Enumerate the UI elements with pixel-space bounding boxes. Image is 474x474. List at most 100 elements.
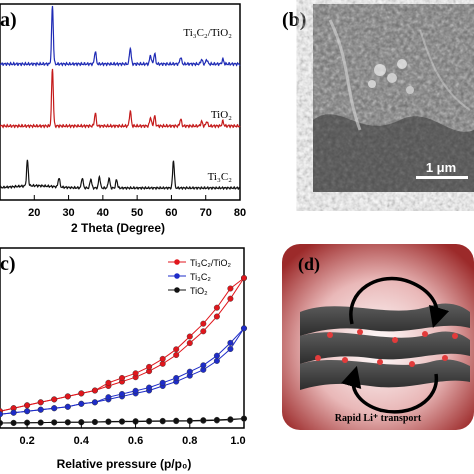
legend-entry: TiO₂ (190, 286, 208, 296)
isotherm-point (146, 418, 153, 425)
xrd-x-tick-label: 80 (234, 207, 246, 219)
isotherm-series-group (0, 275, 247, 426)
isotherm-point (51, 396, 58, 403)
xrd-series-labels: Ti₃C₂/TiO₂ TiO₂ Ti₃C₂ (183, 27, 232, 183)
xrd-series-label: Ti₃C₂ (208, 171, 233, 183)
isotherm-adsorption-line (0, 328, 245, 415)
isotherm-x-tick-label: 0.8 (182, 435, 197, 447)
isotherm-point (227, 416, 234, 423)
isotherm-x-tick-label: 0.4 (74, 435, 90, 447)
isotherm-point (64, 419, 71, 426)
isotherm-point (91, 387, 98, 394)
isotherm-point (24, 408, 31, 415)
isotherm-point (186, 340, 193, 347)
isotherm-point (186, 417, 193, 424)
isotherm-point (173, 417, 180, 424)
isotherm-point (240, 275, 247, 282)
isotherm-point (118, 375, 125, 382)
isotherm-point (78, 390, 85, 397)
xrd-series-line (0, 68, 241, 129)
legend-marker (174, 287, 180, 293)
panel-b-label: (b) (282, 9, 306, 31)
isotherm-point (105, 418, 112, 425)
xrd-x-tick-label: 40 (97, 207, 109, 219)
isotherm-point (200, 417, 207, 424)
isotherm-point (146, 363, 153, 370)
isotherm-point (200, 320, 207, 327)
scale-bar-text: 1 μm (426, 160, 456, 175)
isotherm-point (51, 419, 58, 426)
legend-entry: Ti₃C₂ (190, 272, 211, 282)
panel-d-schematic: (d) Rapid Li⁺ transport (282, 244, 474, 430)
isotherm-point (159, 355, 166, 362)
isotherm-point (159, 417, 166, 424)
isotherm-point (213, 313, 220, 320)
xrd-series-line (0, 5, 241, 67)
isotherm-point (132, 370, 139, 377)
isotherm-point (132, 387, 139, 394)
tio2-particles (315, 329, 458, 367)
xrd-x-tick-label: 50 (131, 207, 143, 219)
isotherm-point (37, 406, 44, 413)
isotherm-point (213, 416, 220, 423)
isotherm-x-tick-label: 0.6 (128, 435, 143, 447)
isotherm-x-ticks: 0.2 0.4 0.6 0.8 1.0 (19, 423, 246, 447)
isotherm-point (10, 409, 17, 416)
isotherm-point (118, 391, 125, 398)
xrd-x-tick-label: 20 (28, 207, 40, 219)
isotherm-point (186, 333, 193, 340)
isotherm-point (146, 384, 153, 391)
isotherm-x-tick-label: 0.2 (19, 435, 34, 447)
isotherm-point (105, 394, 112, 401)
isotherm-point (213, 304, 220, 311)
xrd-series-label: TiO₂ (211, 109, 232, 121)
isotherm-x-axis-label: Relative pressure (p/p₀) (57, 457, 192, 471)
isotherm-point (64, 393, 71, 400)
isotherm-x-tick-label: 1.0 (230, 435, 245, 447)
legend-marker (174, 259, 180, 265)
isotherm-point (173, 375, 180, 382)
isotherm-point (227, 346, 234, 353)
isotherm-point (240, 325, 247, 332)
panel-b-sem: (b) 1 μm (282, 4, 474, 192)
isotherm-point (118, 418, 125, 425)
isotherm-point (213, 352, 220, 359)
isotherm-point (78, 400, 85, 407)
isotherm-point (173, 346, 180, 353)
isotherm-point (227, 285, 234, 292)
legend-marker (174, 273, 180, 279)
panel-c-isotherm: c) Ti₃C₂/TiO₂ Ti₃C₂ TiO₂ 0.2 0.4 0.6 0.8 1.0 R… (0, 247, 247, 471)
isotherm-point (0, 420, 3, 426)
xrd-x-tick-label: 30 (62, 207, 74, 219)
isotherm-point (159, 379, 166, 386)
panel-a-frame (0, 3, 241, 201)
panel-a-label: a) (0, 9, 17, 31)
isotherm-point (105, 379, 112, 386)
xrd-series-group (0, 5, 241, 191)
xrd-x-tick-label: 70 (200, 207, 212, 219)
xrd-x-tick-label: 60 (165, 207, 177, 219)
transport-arrows (341, 276, 450, 414)
xrd-series-line (0, 159, 241, 191)
schematic-caption: Rapid Li⁺ transport (335, 413, 422, 424)
xrd-x-axis-label: 2 Theta (Degree) (71, 221, 165, 235)
isotherm-point (37, 419, 44, 426)
panel-c-frame (0, 247, 245, 429)
scale-bar (416, 176, 468, 179)
isotherm-point (10, 419, 17, 426)
isotherm-point (173, 352, 180, 359)
mxene-sheets (300, 303, 470, 390)
xrd-x-ticks: 20 30 40 50 60 70 80 (28, 195, 246, 219)
panel-c-label: c) (0, 253, 16, 275)
isotherm-point (227, 339, 234, 346)
sem-image (313, 4, 474, 192)
isotherm-point (240, 415, 247, 422)
isotherm-point (213, 357, 220, 364)
isotherm-point (91, 419, 98, 426)
legend-entry: Ti₃C₂/TiO₂ (190, 258, 231, 268)
isotherm-point (91, 399, 98, 406)
xrd-series-label: Ti₃C₂/TiO₂ (183, 27, 232, 39)
isotherm-point (200, 328, 207, 335)
panel-a-xrd: a) Ti₃C₂/TiO₂ TiO₂ Ti₃C₂ 20 30 40 50 60 70 80 2 … (0, 3, 246, 235)
isotherm-point (51, 405, 58, 412)
